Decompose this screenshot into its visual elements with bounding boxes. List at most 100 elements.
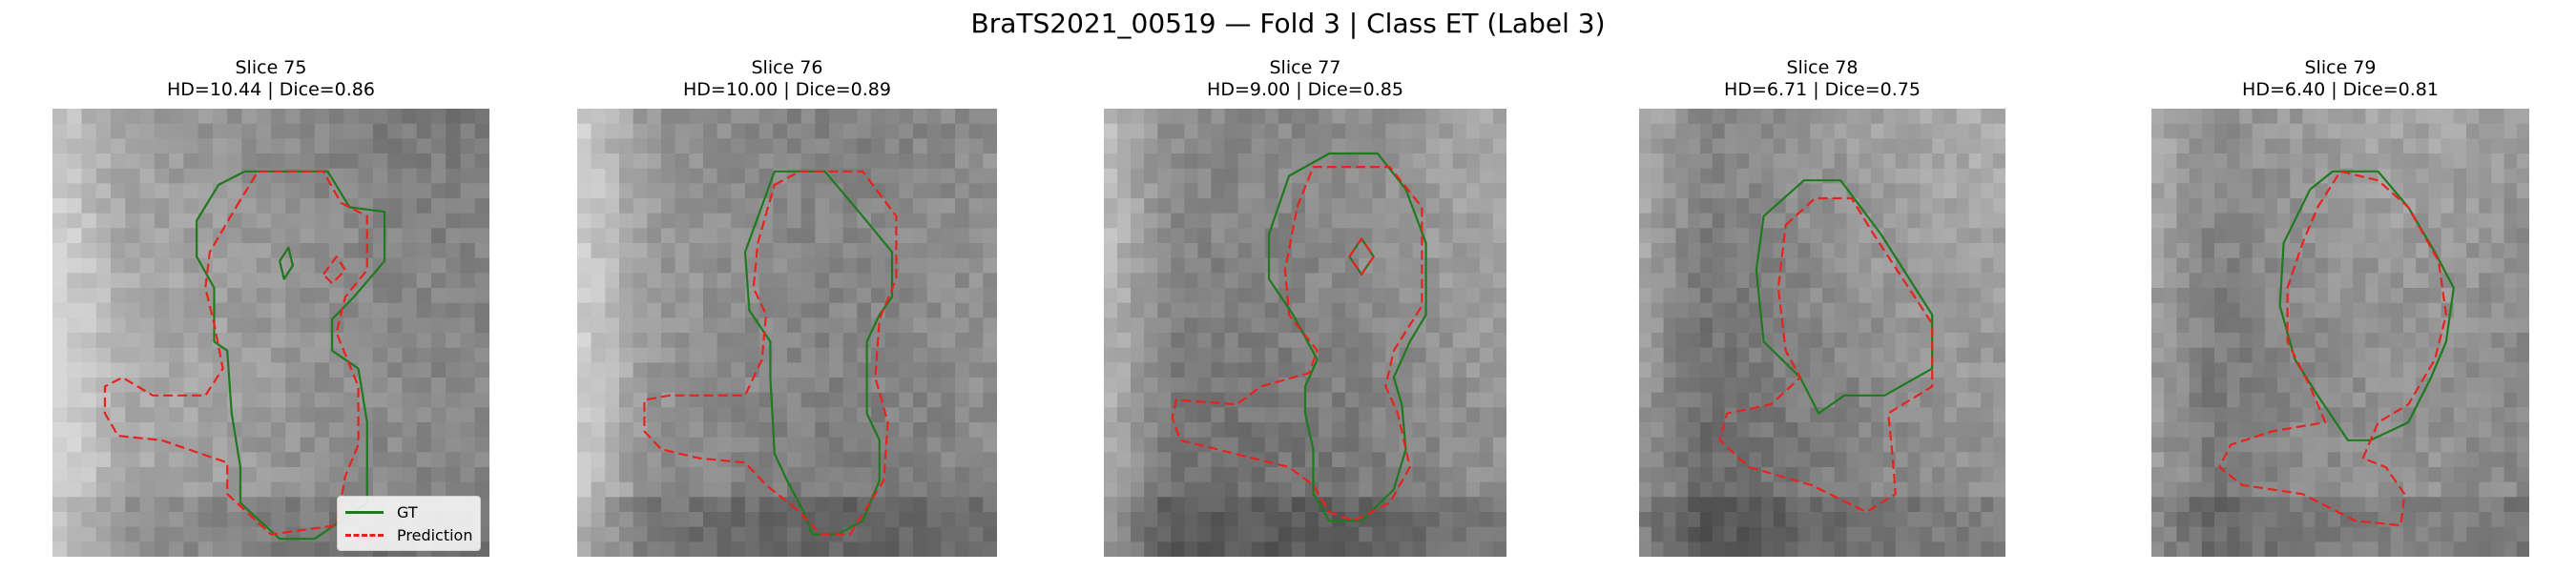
mri-pixel (2516, 213, 2529, 229)
mri-pixel (2441, 392, 2454, 408)
mri-pixel (2164, 378, 2177, 393)
mri-pixel (1131, 467, 1145, 482)
mri-pixel (1359, 497, 1373, 513)
mri-pixel (1117, 497, 1132, 513)
mri-pixel (183, 541, 198, 557)
mri-pixel (2214, 213, 2228, 229)
mri-pixel (2227, 481, 2240, 498)
mri-pixel (1171, 257, 1185, 274)
mri-pixel (285, 362, 301, 378)
mri-pixel (343, 333, 359, 348)
mri-pixel (2453, 422, 2467, 438)
mri-pixel (1968, 467, 1982, 482)
mri-pixel (899, 198, 914, 214)
mri-pixel (1291, 437, 1306, 453)
mri-pixel (183, 317, 198, 334)
mri-pixel (968, 123, 984, 139)
mri-pixel (1117, 378, 1132, 393)
mri-pixel (387, 333, 403, 348)
mri-pixel (271, 392, 286, 408)
mri-pixel (169, 109, 184, 124)
mri-pixel (125, 526, 140, 542)
mri-pixel (1492, 183, 1506, 199)
mri-pixel (745, 183, 759, 199)
mri-pixel (1372, 123, 1386, 139)
mri-pixel (1211, 333, 1225, 348)
mri-pixel (913, 302, 927, 318)
mri-pixel (1639, 422, 1652, 438)
mri-pixel (2403, 109, 2417, 124)
mri-pixel (1197, 526, 1212, 542)
mri-pixel (1144, 378, 1158, 393)
mri-pixel (1736, 183, 1750, 199)
mri-pixel (1993, 407, 2005, 423)
mri-pixel (647, 317, 662, 334)
mri-pixel (387, 228, 403, 244)
mri-pixel (1736, 362, 1750, 378)
mri-pixel (2403, 138, 2417, 154)
mri-pixel (2201, 541, 2215, 557)
mri-pixel (1399, 243, 1413, 258)
mri-pixel (689, 497, 704, 513)
mri-pixel (633, 302, 648, 318)
mri-pixel (1651, 437, 1664, 453)
mri-pixel (81, 467, 97, 482)
mri-pixel (1117, 422, 1132, 438)
mri-pixel (619, 198, 634, 214)
mri-pixel (1859, 257, 1872, 274)
mri-pixel (125, 183, 140, 199)
mri-pixel (1981, 481, 1994, 498)
mri-pixel (1452, 467, 1467, 482)
mri-pixel (446, 347, 461, 363)
mri-pixel (1749, 257, 1762, 274)
mri-pixel (2340, 347, 2354, 363)
mri-pixel (955, 481, 969, 498)
mri-pixel (1211, 153, 1225, 169)
mri-pixel (1117, 541, 1132, 557)
mri-pixel (343, 273, 359, 289)
mri-pixel (197, 541, 214, 557)
mri-pixel (633, 257, 648, 274)
mri-pixel (1932, 198, 1945, 214)
mri-pixel (1251, 317, 1266, 334)
mri-pixel (154, 153, 170, 169)
mri-pixel (1157, 452, 1172, 468)
mri-pixel (1785, 273, 1798, 289)
mri-pixel (2403, 378, 2417, 393)
mri-pixel (256, 452, 272, 468)
mri-pixel (314, 481, 330, 498)
mri-pixel (358, 347, 374, 363)
mri-pixel (1131, 257, 1145, 274)
mri-pixel (1859, 467, 1872, 482)
mri-pixel (1131, 288, 1145, 303)
mri-pixel (1846, 213, 1859, 229)
mri-pixel (2403, 512, 2417, 527)
mri-pixel (1773, 243, 1786, 258)
mri-pixel (285, 273, 301, 289)
mri-pixel (2390, 452, 2404, 468)
mri-pixel (983, 109, 997, 124)
mri-pixel (1724, 183, 1737, 199)
mri-pixel (647, 109, 662, 124)
mri-pixel (955, 437, 969, 453)
mri-pixel (125, 153, 140, 169)
mri-pixel (1291, 333, 1306, 348)
mri-pixel (2403, 243, 2417, 258)
mri-pixel (955, 138, 969, 154)
mri-pixel (591, 138, 606, 154)
mri-pixel (197, 526, 214, 542)
mri-pixel (2441, 541, 2454, 557)
mri-pixel (474, 362, 489, 378)
mri-pixel (2441, 378, 2454, 393)
mri-pixel (815, 183, 830, 199)
mri-pixel (1278, 541, 1293, 557)
mri-pixel (314, 347, 330, 363)
mri-pixel (1810, 317, 1823, 334)
mri-pixel (1639, 378, 1652, 393)
mri-pixel (1749, 407, 1762, 423)
mri-pixel (884, 437, 900, 453)
mri-pixel (689, 257, 704, 274)
mri-pixel (675, 257, 690, 274)
mri-pixel (745, 362, 759, 378)
mri-pixel (1412, 541, 1426, 557)
